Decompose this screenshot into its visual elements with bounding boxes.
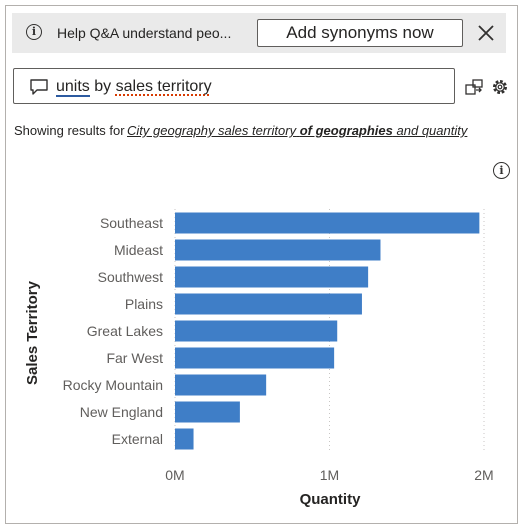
- bar[interactable]: [175, 428, 194, 450]
- x-axis-title: Quantity: [300, 491, 361, 508]
- x-tick-label: 0M: [165, 467, 184, 483]
- query-term-by: by: [94, 78, 112, 95]
- restatement-link[interactable]: City geography sales territory of geogra…: [127, 121, 472, 140]
- category-label: Mideast: [114, 242, 163, 258]
- bar[interactable]: [175, 347, 335, 369]
- category-label: Southeast: [100, 215, 163, 231]
- visual-info-icon[interactable]: i: [493, 162, 510, 179]
- category-label: Great Lakes: [87, 323, 163, 339]
- category-label: Far West: [106, 350, 163, 366]
- x-tick-label: 1M: [320, 467, 339, 483]
- y-axis-title: Sales Territory: [24, 280, 41, 385]
- category-label: External: [112, 431, 163, 447]
- chart-category-labels: Southeast Mideast Southwest Plains Great Lak…: [63, 215, 163, 447]
- chart-bars: [175, 212, 480, 450]
- bar[interactable]: [175, 212, 480, 234]
- bar[interactable]: [175, 320, 338, 342]
- turn-into-visual-icon[interactable]: [464, 77, 484, 97]
- info-icon: i: [26, 24, 42, 40]
- gear-icon[interactable]: [490, 77, 510, 97]
- add-synonyms-button[interactable]: Add synonyms now: [257, 19, 463, 47]
- banner-text: Help Q&A understand peo...: [57, 25, 232, 41]
- qa-question-text[interactable]: units by sales territory: [56, 78, 212, 97]
- category-label: Plains: [125, 296, 163, 312]
- restatement-part-1: City geography sales territory: [127, 123, 297, 138]
- speech-bubble-icon: [30, 79, 48, 95]
- restatement-part-3: and quantity: [396, 123, 468, 138]
- bar[interactable]: [175, 239, 381, 261]
- category-label: New England: [80, 404, 163, 420]
- category-label: Rocky Mountain: [63, 377, 163, 393]
- qa-question-input[interactable]: units by sales territory: [13, 68, 455, 104]
- query-term-sales-territory: sales territory: [115, 78, 212, 95]
- category-label: Southwest: [98, 269, 163, 285]
- chart-x-tick-labels: 0M 1M 2M: [165, 467, 493, 483]
- bar[interactable]: [175, 266, 369, 288]
- bar[interactable]: [175, 374, 267, 396]
- bar[interactable]: [175, 293, 362, 315]
- close-icon[interactable]: [474, 21, 498, 45]
- showing-results-label: Showing results for: [14, 123, 125, 138]
- x-tick-label: 2M: [474, 467, 493, 483]
- bar[interactable]: [175, 401, 240, 423]
- restatement-part-2: of geographies: [299, 123, 393, 138]
- query-term-units: units: [56, 78, 90, 97]
- synonyms-banner: i Help Q&A understand peo... Add synonym…: [12, 13, 506, 53]
